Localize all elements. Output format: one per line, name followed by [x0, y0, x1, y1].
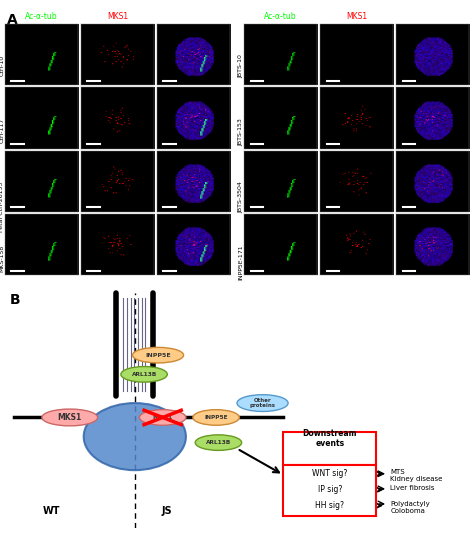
Y-axis label: MKS-158: MKS-158 [0, 245, 4, 272]
Ellipse shape [139, 410, 186, 425]
Y-axis label: Ctrl-117: Ctrl-117 [0, 118, 4, 143]
Text: WNT sig?: WNT sig? [312, 469, 347, 478]
Text: IP sig?: IP sig? [318, 485, 342, 494]
Ellipse shape [237, 395, 288, 411]
Text: Ac-α-tub: Ac-α-tub [264, 12, 297, 21]
Text: Kidney disease: Kidney disease [390, 476, 443, 482]
Text: MKS1: MKS1 [58, 413, 82, 422]
Text: Coloboma: Coloboma [390, 508, 425, 514]
Y-axis label: Fetal Ctrl-26153: Fetal Ctrl-26153 [0, 181, 4, 232]
Text: INPP5E: INPP5E [204, 415, 228, 420]
Text: Other
proteins: Other proteins [249, 398, 275, 408]
Ellipse shape [121, 367, 167, 382]
Ellipse shape [193, 410, 239, 425]
Text: Ac-α-tub: Ac-α-tub [25, 12, 58, 21]
Text: ARL13B: ARL13B [131, 372, 157, 377]
Text: WT: WT [43, 506, 60, 516]
Text: ARL13B: ARL13B [206, 440, 231, 445]
Y-axis label: JBTS-10: JBTS-10 [239, 54, 244, 78]
Y-axis label: JBTS-153: JBTS-153 [239, 118, 244, 146]
Text: MKS1: MKS1 [107, 12, 128, 21]
Text: Merge: Merge [182, 12, 205, 21]
FancyBboxPatch shape [283, 465, 376, 516]
Ellipse shape [132, 348, 183, 363]
Ellipse shape [195, 435, 242, 450]
Text: B: B [9, 293, 20, 307]
Text: INPP5E: INPP5E [145, 353, 171, 358]
Text: JS: JS [162, 506, 173, 516]
Text: Merge: Merge [420, 12, 445, 21]
Text: MKS1: MKS1 [153, 415, 173, 420]
Y-axis label: INPP5E-171: INPP5E-171 [239, 245, 244, 280]
Text: HH sig?: HH sig? [315, 501, 345, 510]
FancyBboxPatch shape [283, 432, 376, 465]
Text: Polydactyly: Polydactyly [390, 501, 430, 507]
Text: MKS1: MKS1 [346, 12, 367, 21]
Y-axis label: JBTS-3504: JBTS-3504 [239, 181, 244, 213]
Ellipse shape [84, 403, 186, 470]
Text: Downstream
events: Downstream events [303, 429, 357, 448]
Ellipse shape [42, 409, 98, 426]
Text: A: A [7, 13, 18, 27]
Text: MTS: MTS [390, 469, 405, 475]
Y-axis label: Ctrl-10: Ctrl-10 [0, 54, 4, 76]
Text: Liver fibrosis: Liver fibrosis [390, 485, 435, 491]
